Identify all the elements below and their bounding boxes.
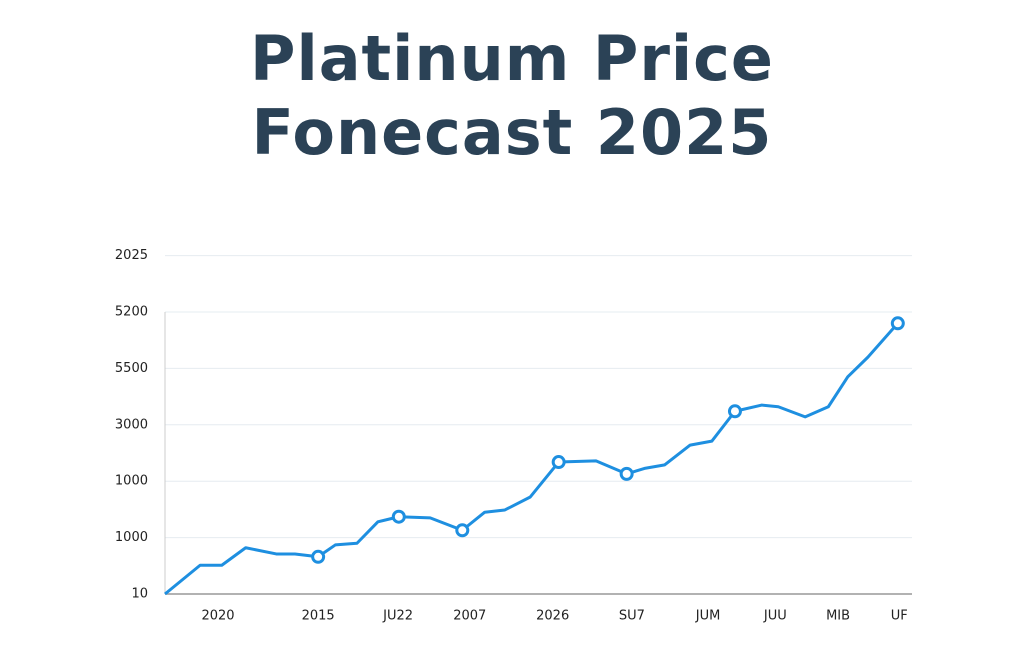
y-tick-label: 2025 <box>115 248 148 263</box>
x-tick-label: JUU <box>763 609 787 624</box>
point-marker <box>727 404 742 419</box>
point-marker <box>890 316 905 331</box>
x-tick-label: 2020 <box>201 609 234 624</box>
y-tick-label: 1000 <box>115 530 148 545</box>
x-tick-label: 2007 <box>453 609 486 624</box>
chart-title: Platinum Price Fonecast 2025 <box>250 22 774 169</box>
y-tick-label: 10 <box>131 587 148 602</box>
y-tick-label: 1000 <box>115 474 148 489</box>
x-tick-label: UF <box>891 609 908 624</box>
y-tick-label: 3000 <box>115 417 148 432</box>
x-tick-label: JU22 <box>382 609 413 624</box>
x-tick-label: JUM <box>695 609 721 624</box>
line <box>164 322 899 596</box>
point-marker <box>311 549 326 564</box>
point-marker <box>455 523 470 538</box>
point-marker <box>619 466 634 481</box>
y-tick-label: 5200 <box>115 305 148 320</box>
x-tick-label: 2015 <box>302 609 335 624</box>
y-tick-label: 5500 <box>115 361 148 376</box>
point-marker <box>391 509 406 524</box>
x-tick-label: MIB <box>826 609 850 624</box>
x-tick-label: 2026 <box>536 609 569 624</box>
point-marker <box>551 455 566 470</box>
x-tick-label: SU7 <box>619 609 645 624</box>
